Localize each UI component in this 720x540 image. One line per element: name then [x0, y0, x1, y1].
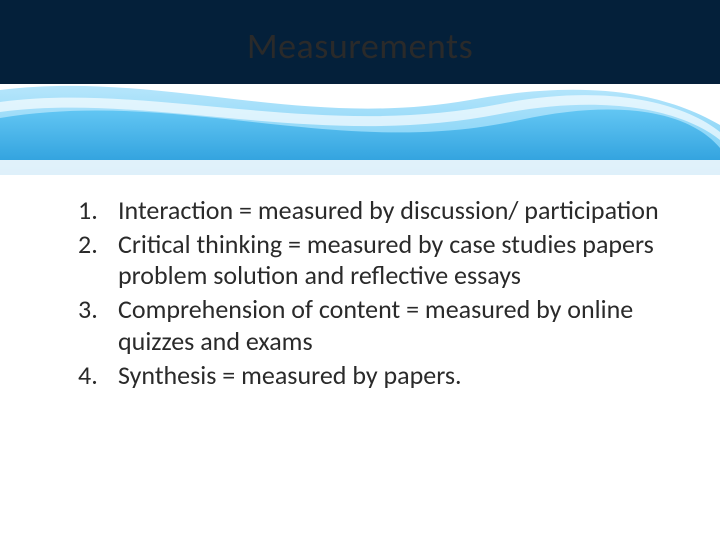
list-item: Interaction = measured by discussion/ pa…: [78, 195, 660, 227]
list-item-text: Comprehension of content = measured by o…: [118, 293, 633, 357]
slide: Measurements Interaction = measured by d…: [0, 0, 720, 540]
page-title: Measurements: [0, 24, 720, 68]
wave-icon: [0, 70, 720, 175]
content-area: Interaction = measured by discussion/ pa…: [78, 195, 660, 393]
list-item-text: Synthesis = measured by papers.: [118, 359, 462, 391]
list-item-text: Critical thinking = measured by case stu…: [118, 228, 654, 292]
list-item: Comprehension of content = measured by o…: [78, 294, 660, 357]
numbered-list: Interaction = measured by discussion/ pa…: [78, 195, 660, 391]
list-item: Critical thinking = measured by case stu…: [78, 229, 660, 292]
list-item: Synthesis = measured by papers.: [78, 360, 660, 392]
list-item-text: Interaction = measured by discussion/ pa…: [118, 194, 659, 226]
